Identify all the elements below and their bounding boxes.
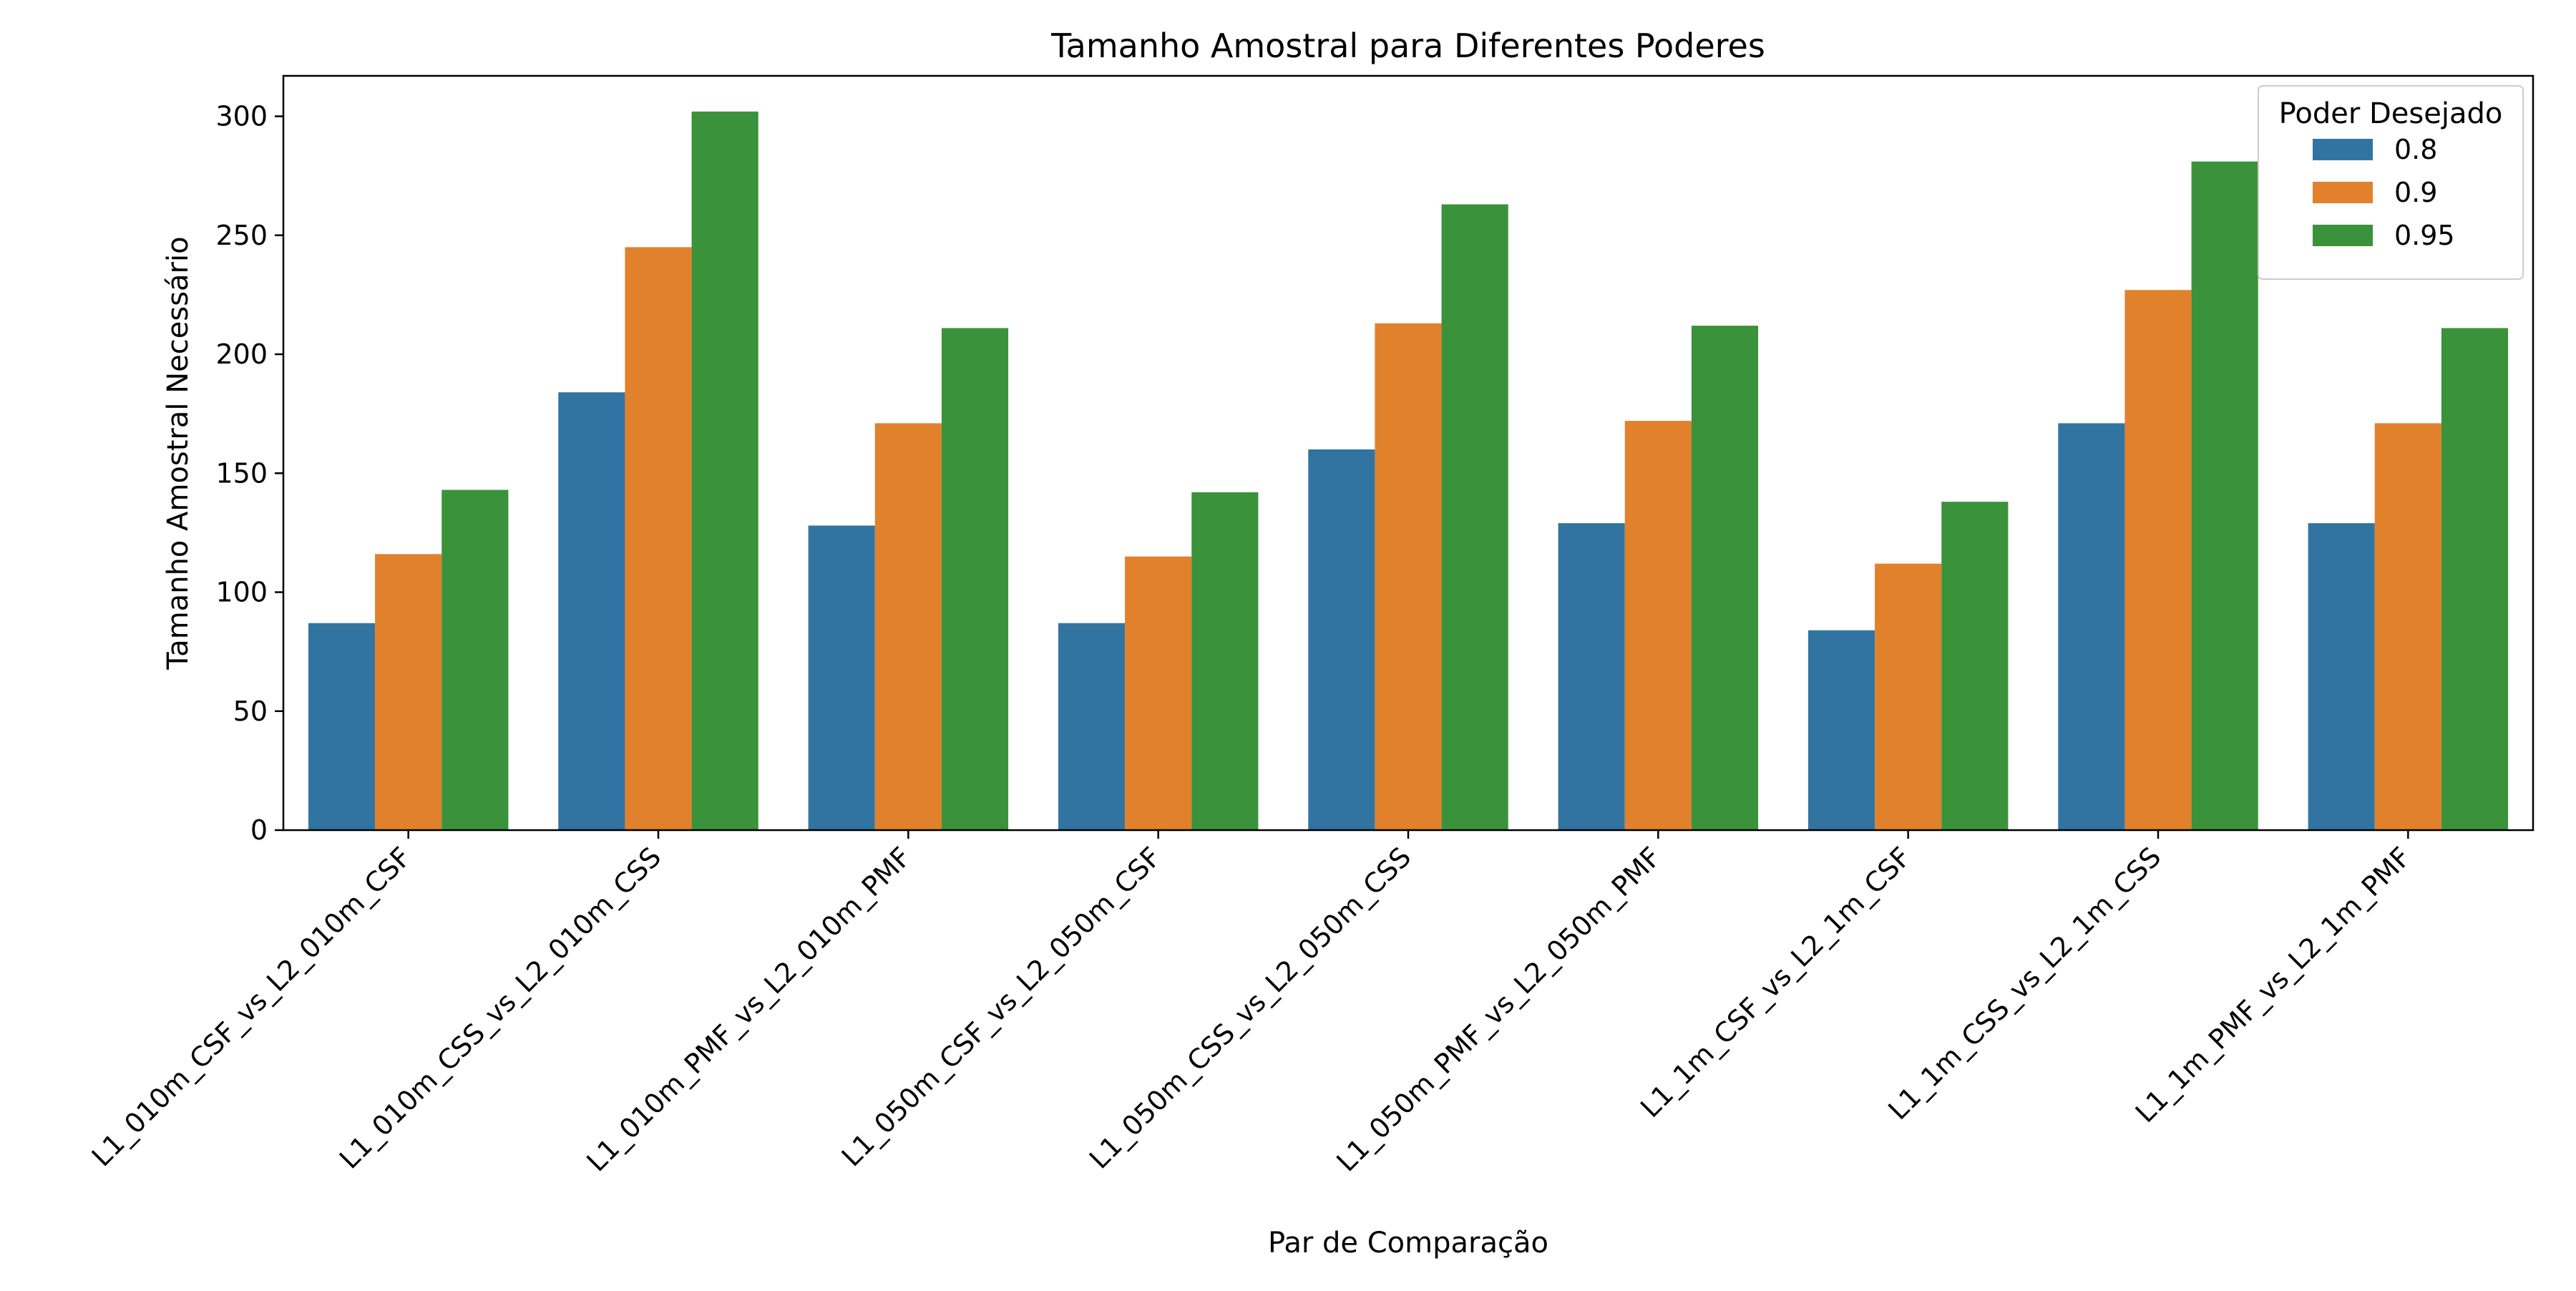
legend-swatch-0.9 (2313, 182, 2373, 203)
bar-0.8-L1_010m_CSS_vs_L2_010m_CSS (558, 392, 625, 830)
legend-swatch-0.95 (2313, 225, 2373, 246)
bar-0.95-L1_050m_CSS_vs_L2_050m_CSS (1441, 204, 1508, 830)
bar-0.9-L1_1m_PMF_vs_L2_1m_PMF (2374, 423, 2441, 830)
bar-0.95-L1_050m_PMF_vs_L2_050m_PMF (1691, 326, 1759, 831)
y-tick-label: 250 (215, 220, 268, 251)
bar-0.9-L1_050m_CSF_vs_L2_050m_CSF (1125, 556, 1192, 830)
bar-0.95-L1_010m_PMF_vs_L2_010m_PMF (941, 328, 1009, 830)
bar-0.8-L1_010m_CSF_vs_L2_010m_CSF (308, 623, 376, 830)
bar-0.9-L1_050m_CSS_vs_L2_050m_CSS (1375, 323, 1442, 830)
bar-0.9-L1_010m_CSF_vs_L2_010m_CSF (375, 554, 442, 830)
bar-0.8-L1_010m_PMF_vs_L2_010m_PMF (808, 525, 875, 830)
bar-0.8-L1_1m_CSF_vs_L2_1m_CSF (1807, 630, 1875, 830)
x-axis-label: Par de Comparação (1268, 1227, 1548, 1260)
bar-0.95-L1_010m_CSF_vs_L2_010m_CSF (441, 489, 509, 830)
bar-0.9-L1_050m_PMF_vs_L2_050m_PMF (1624, 421, 1692, 830)
bar-0.8-L1_050m_CSF_vs_L2_050m_CSF (1058, 623, 1126, 830)
y-tick-label: 0 (250, 814, 268, 846)
y-tick-label: 200 (215, 338, 268, 370)
bar-0.9-L1_010m_PMF_vs_L2_010m_PMF (874, 423, 942, 830)
bar-0.9-L1_010m_CSS_vs_L2_010m_CSS (625, 247, 692, 831)
bar-0.9-L1_1m_CSS_vs_L2_1m_CSS (2124, 290, 2192, 830)
legend-label-0.8: 0.8 (2394, 134, 2437, 165)
plot-frame (282, 74, 2534, 832)
chart-title: Tamanho Amostral para Diferentes Poderes (1050, 26, 1765, 65)
y-axis-label: Tamanho Amostral Necessário (162, 236, 195, 670)
bar-0.95-L1_050m_CSF_vs_L2_050m_CSF (1191, 492, 1259, 830)
y-tick-label: 100 (215, 577, 268, 608)
legend-label-0.9: 0.9 (2394, 177, 2437, 208)
y-tick-label: 150 (215, 457, 268, 489)
legend: Poder Desejado 0.8 0.9 0.95 (2258, 85, 2524, 280)
bar-0.8-L1_050m_CSS_vs_L2_050m_CSS (1308, 449, 1375, 830)
bar-0.95-L1_1m_CSF_vs_L2_1m_CSF (1941, 502, 2009, 830)
bar-0.95-L1_1m_CSS_vs_L2_1m_CSS (2191, 161, 2258, 831)
bar-0.8-L1_1m_CSS_vs_L2_1m_CSS (2058, 423, 2125, 830)
y-tick-label: 50 (233, 696, 268, 727)
bar-0.95-L1_010m_CSS_vs_L2_010m_CSS (691, 111, 758, 831)
bar-0.8-L1_050m_PMF_vs_L2_050m_PMF (1558, 523, 1625, 830)
y-tick-label: 300 (215, 101, 268, 132)
bar-0.9-L1_1m_CSF_vs_L2_1m_CSF (1875, 563, 1942, 830)
legend-label-0.95: 0.95 (2394, 220, 2455, 251)
bar-0.8-L1_1m_PMF_vs_L2_1m_PMF (2308, 523, 2375, 830)
legend-title: Poder Desejado (2279, 97, 2503, 130)
bar-0.95-L1_1m_PMF_vs_L2_1m_PMF (2441, 328, 2509, 830)
legend-swatch-0.8 (2313, 139, 2373, 160)
